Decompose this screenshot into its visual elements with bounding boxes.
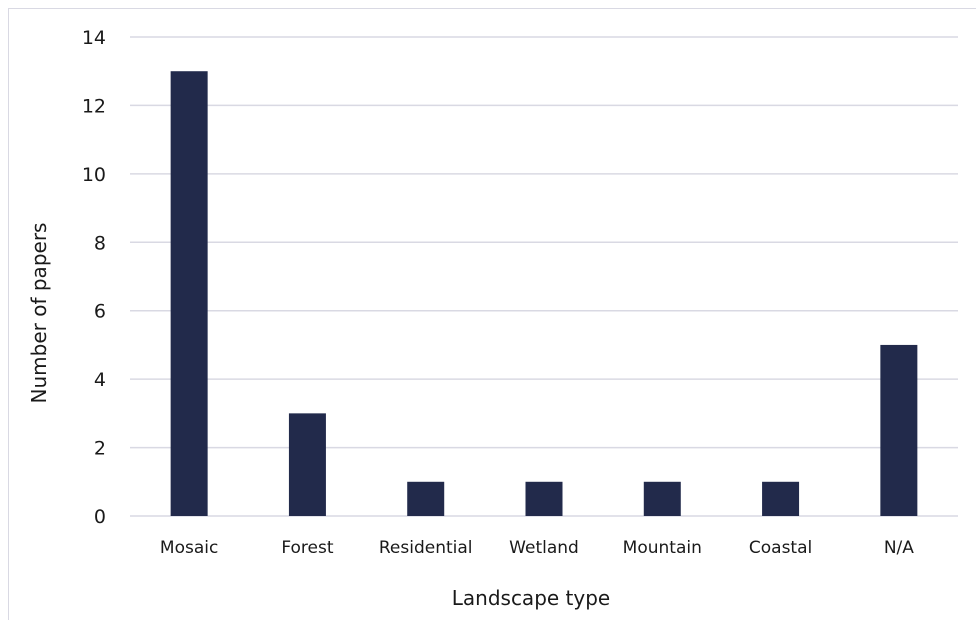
- x-category-labels: Mosaic Forest Residential Wetland Mountain Co…: [160, 538, 914, 558]
- chart-border-top: [8, 8, 976, 9]
- x-category-label: Forest: [281, 538, 334, 558]
- y-tick-label: 12: [82, 95, 106, 117]
- x-category-label: Mountain: [623, 538, 702, 558]
- y-tick-label: 0: [94, 506, 106, 528]
- y-tick-label: 6: [94, 301, 106, 323]
- x-category-label: Mosaic: [160, 538, 218, 558]
- y-tick-labels: 0 2 4 6 8 10 12 14: [82, 27, 106, 528]
- x-category-label: Residential: [379, 538, 473, 558]
- bar: [643, 481, 681, 516]
- bar: [525, 481, 563, 516]
- y-tick-label: 2: [94, 438, 106, 460]
- bar: [288, 413, 326, 516]
- x-category-label: Coastal: [749, 538, 812, 558]
- bar: [170, 71, 208, 516]
- x-category-label: Wetland: [509, 538, 579, 558]
- y-tick-label: 8: [94, 232, 106, 254]
- x-category-label: N/A: [884, 538, 914, 558]
- bars: [170, 71, 918, 516]
- bar: [407, 481, 445, 516]
- y-tick-label: 10: [82, 164, 106, 186]
- bar: [762, 481, 800, 516]
- gridlines: [130, 36, 958, 517]
- y-axis-title: Number of papers: [27, 223, 51, 404]
- chart-border-left: [8, 8, 9, 620]
- y-tick-label: 14: [82, 27, 106, 49]
- bar: [880, 344, 918, 516]
- x-axis-title: Landscape type: [452, 586, 610, 610]
- y-tick-label: 4: [94, 369, 106, 391]
